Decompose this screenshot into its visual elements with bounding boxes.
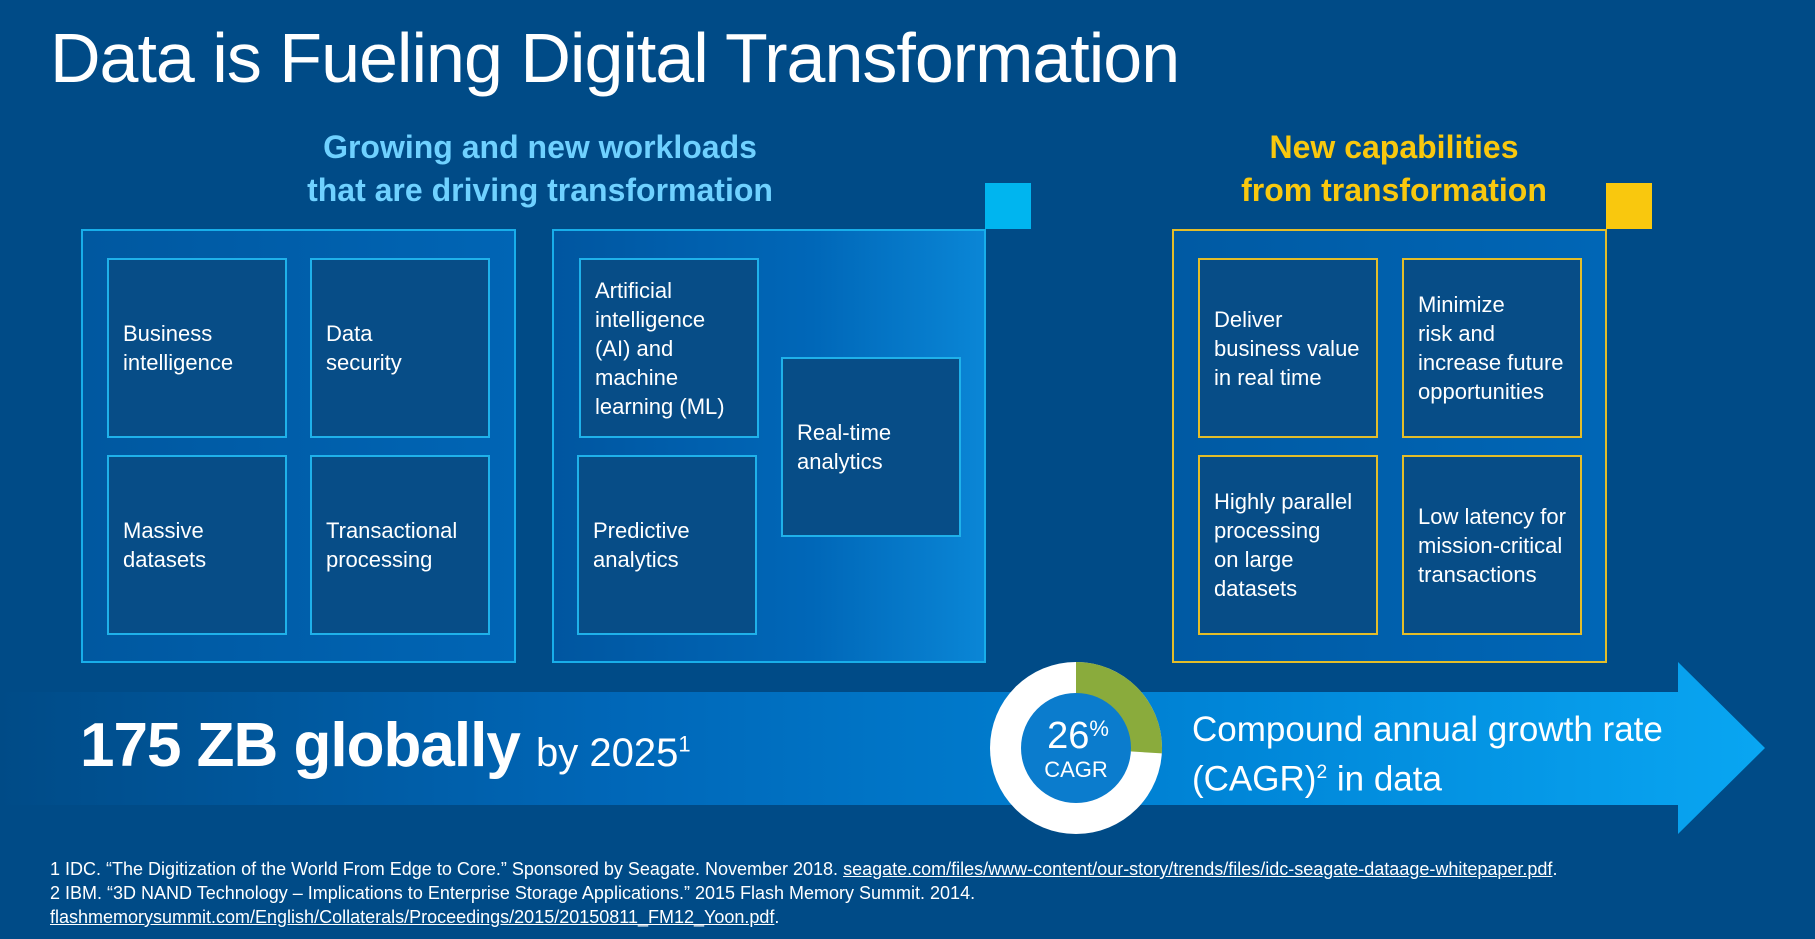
workload-tile-ai-ml: Artificial intelligence (AI) and machine…: [579, 258, 759, 438]
tile-label: Artificial intelligence (AI) and machine…: [595, 277, 725, 419]
cagr-donut: 26% CAGR: [990, 662, 1162, 834]
workload-tile-transactional-processing: Transactional processing: [310, 455, 490, 635]
capabilities-corner-square: [1606, 183, 1652, 229]
capability-tile-parallel-processing: Highly parallel processing on large data…: [1198, 455, 1378, 635]
tile-label: Minimize risk and increase future opport…: [1418, 292, 1564, 404]
tile-label: Low latency for mission-critical transac…: [1418, 503, 1566, 587]
data-volume-year: by 20251: [536, 731, 691, 775]
footnote-ref-2: 2: [1316, 762, 1328, 783]
capability-tile-low-latency: Low latency for mission-critical transac…: [1402, 455, 1582, 635]
footnote-2-url: flashmemorysummit.com/English/Collateral…: [50, 907, 780, 927]
workload-tile-data-security: Data security: [310, 258, 490, 438]
footnote-2: 2 IBM. “3D NAND Technology – Implication…: [50, 883, 976, 903]
footnotes: 1 IDC. “The Digitization of the World Fr…: [50, 857, 1557, 929]
workload-tile-real-time-analytics: Real-time analytics: [781, 357, 961, 537]
tile-label: Predictive analytics: [593, 518, 690, 572]
capabilities-heading-line2: from transformation: [1241, 172, 1547, 208]
workloads-heading: Growing and new workloads that are drivi…: [240, 126, 840, 212]
footnote-1: 1 IDC. “The Digitization of the World Fr…: [50, 859, 1558, 879]
tile-label: Business intelligence: [123, 321, 234, 375]
workloads-heading-line2: that are driving transformation: [307, 172, 773, 208]
workload-tile-massive-datasets: Massive datasets: [107, 455, 287, 635]
tile-label: Transactional processing: [326, 518, 458, 572]
cagr-description-line2: (CAGR)2 in data: [1192, 759, 1442, 799]
tile-label: Massive datasets: [123, 518, 207, 572]
cagr-description: Compound annual growth rate (CAGR)2 in d…: [1192, 708, 1663, 801]
donut-center: [1021, 693, 1131, 803]
capability-tile-minimize-risk: Minimize risk and increase future opport…: [1402, 258, 1582, 438]
tile-label: Highly parallel processing on large data…: [1214, 489, 1353, 601]
capability-tile-business-value: Deliver business value in real time: [1198, 258, 1378, 438]
tile-label: Real-time analytics: [797, 420, 892, 474]
cagr-description-line1: Compound annual growth rate: [1192, 710, 1663, 749]
workloads-corner-square: [985, 183, 1031, 229]
data-volume-year-text: by 2025: [536, 731, 679, 775]
capabilities-heading-line1: New capabilities: [1269, 129, 1519, 165]
data-volume-value: 175 ZB globally: [80, 711, 521, 780]
capabilities-heading: New capabilities from transformation: [1194, 126, 1594, 212]
growth-arrow-banner: [0, 662, 1765, 834]
page-title: Data is Fueling Digital Transformation: [50, 19, 1180, 97]
footnote-2-link[interactable]: flashmemorysummit.com/English/Collateral…: [50, 907, 775, 927]
tile-label: Data security: [326, 321, 402, 375]
footnote-1-link[interactable]: seagate.com/files/www-content/our-story/…: [843, 859, 1553, 879]
cagr-value: 26%: [1047, 715, 1109, 757]
footnote-ref-1: 1: [678, 731, 691, 757]
workload-tile-business-intelligence: Business intelligence: [107, 258, 287, 438]
data-volume-stat: 175 ZB globally by 20251: [80, 710, 691, 781]
tile-label: Deliver business value in real time: [1214, 306, 1360, 390]
workload-tile-predictive-analytics: Predictive analytics: [577, 455, 757, 635]
cagr-label: CAGR: [1044, 757, 1108, 782]
workloads-heading-line1: Growing and new workloads: [323, 129, 757, 165]
